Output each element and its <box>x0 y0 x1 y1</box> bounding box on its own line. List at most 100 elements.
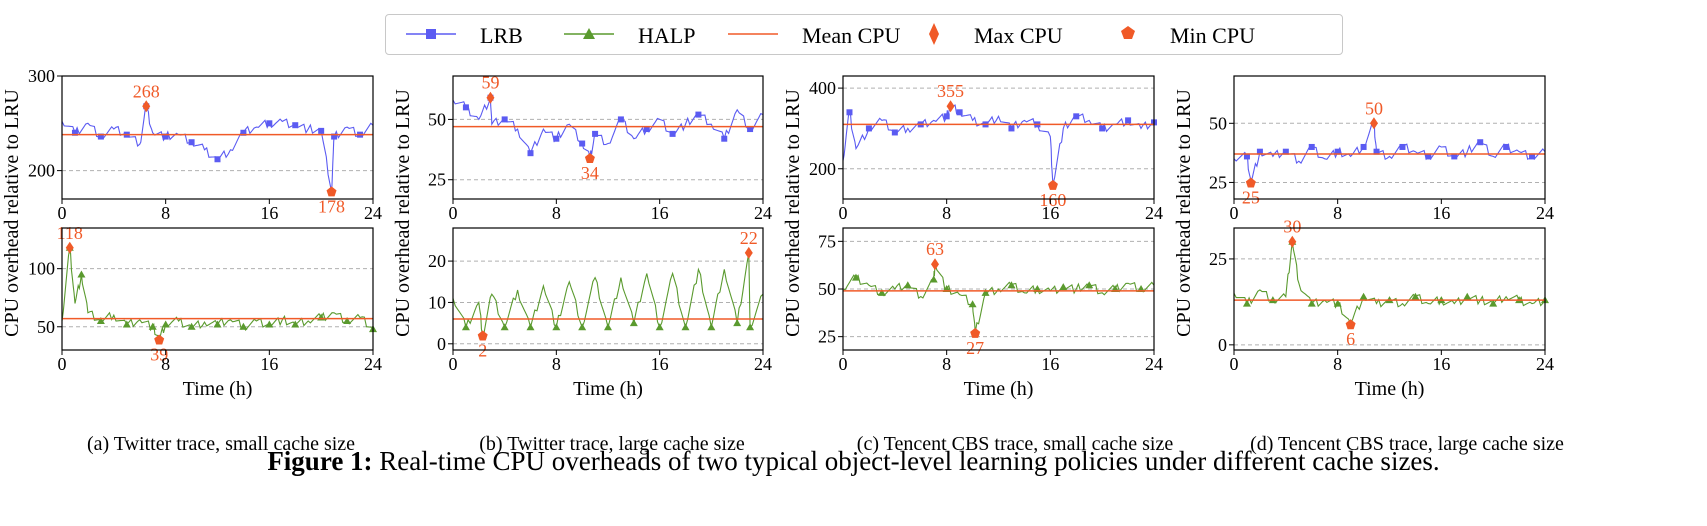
min-marker <box>477 330 488 341</box>
data-point <box>1503 143 1510 150</box>
max-legend-marker <box>929 23 939 45</box>
x-tick-label: 24 <box>754 203 772 223</box>
max-marker <box>65 241 74 254</box>
y-axis-label: CPU overhead relative to LRU <box>782 89 804 337</box>
max-label: 63 <box>926 239 944 259</box>
data-point <box>500 323 509 331</box>
data-point <box>161 320 170 328</box>
data-point <box>846 109 853 116</box>
data-point <box>77 270 86 278</box>
min-label: 160 <box>1039 190 1066 210</box>
x-tick-label: 0 <box>1230 354 1239 374</box>
min-label: 27 <box>966 338 984 358</box>
data-point <box>1007 281 1016 289</box>
data-point <box>617 116 624 123</box>
series-line-halp <box>452 252 764 338</box>
y-tick-label: 400 <box>809 78 836 98</box>
x-tick-label: 0 <box>58 203 67 223</box>
x-axis-label: Time (h) <box>573 378 643 400</box>
data-point <box>865 125 872 132</box>
y-tick-label: 100 <box>28 259 55 279</box>
x-tick-label: 8 <box>552 354 561 374</box>
series-line-halp <box>842 264 1155 333</box>
data-point <box>1008 125 1015 132</box>
x-axis-label: Time (h) <box>1355 378 1425 400</box>
data-point <box>526 323 535 331</box>
x-tick-label: 0 <box>1230 203 1239 223</box>
data-point <box>733 319 742 327</box>
x-tick-label: 16 <box>1041 354 1059 374</box>
data-point <box>265 320 274 328</box>
y-axis-label: CPU overhead relative to LRU <box>1173 89 1195 337</box>
data-point <box>578 323 587 331</box>
data-point <box>1085 281 1094 289</box>
max-label: 30 <box>1283 217 1301 237</box>
data-point <box>461 323 470 331</box>
axes-frame <box>61 75 374 200</box>
x-tick-label: 16 <box>651 354 669 374</box>
data-point <box>929 275 938 283</box>
x-tick-label: 24 <box>364 354 382 374</box>
x-tick-label: 16 <box>260 354 278 374</box>
figure-caption-text: Real-time CPU overheads of two typical o… <box>372 446 1440 476</box>
chart-panel-c-top: 355 160 0 8 16 24 200 400 <box>809 75 1163 223</box>
x-tick-label: 24 <box>1536 203 1554 223</box>
y-tick-label: 20 <box>428 251 446 271</box>
y-tick-label: 75 <box>818 231 836 251</box>
max-label: 355 <box>937 81 964 101</box>
data-point <box>655 323 664 331</box>
y-tick-label: 25 <box>428 170 446 190</box>
subcaption-b: (b) Twitter trace, large cache size <box>479 433 745 455</box>
figure-caption: Figure 1: Real-time CPU overheads of two… <box>0 446 1707 477</box>
series-line-lrb <box>1233 122 1546 183</box>
data-point <box>695 111 702 118</box>
max-label: 59 <box>481 73 499 93</box>
x-tick-label: 24 <box>754 354 772 374</box>
data-point <box>292 122 299 129</box>
data-point <box>1059 283 1068 291</box>
min-marker <box>1245 177 1256 188</box>
data-point <box>1242 299 1251 307</box>
chart-panel-c-bottom: 63 27 0 8 16 24 25 50 75 Time (h) <box>818 227 1163 400</box>
series-line-lrb <box>61 104 374 192</box>
x-tick-label: 8 <box>1333 354 1342 374</box>
data-point <box>71 129 78 136</box>
min-label: 178 <box>318 196 345 216</box>
max-marker <box>946 100 955 113</box>
y-tick-label: 200 <box>28 161 55 181</box>
data-point <box>943 113 950 120</box>
y-tick-label: 50 <box>818 279 836 299</box>
axes-frame <box>1233 75 1546 200</box>
lrb-legend-marker <box>406 29 456 39</box>
axes-frame <box>842 75 1155 200</box>
x-tick-label: 0 <box>449 203 458 223</box>
max-marker <box>1369 117 1378 130</box>
x-tick-label: 16 <box>1432 354 1450 374</box>
data-point <box>968 300 977 308</box>
min-marker <box>1047 179 1058 190</box>
data-point <box>721 135 728 142</box>
data-point <box>1334 148 1341 155</box>
x-tick-label: 16 <box>651 203 669 223</box>
data-point <box>1489 299 1498 307</box>
mean-legend-line <box>728 33 778 35</box>
x-tick-label: 16 <box>1041 203 1059 223</box>
chart-panel-d-bottom: 30 6 0 8 16 24 0 25 Time (h) <box>1209 217 1554 400</box>
data-point <box>1399 143 1406 150</box>
y-tick-label: 0 <box>1218 335 1227 355</box>
data-point <box>1243 153 1250 160</box>
max-label: 268 <box>133 81 160 101</box>
data-point <box>1125 117 1132 124</box>
series-line-lrb <box>842 104 1155 186</box>
data-point <box>1333 299 1342 307</box>
data-point <box>1099 125 1106 132</box>
data-point <box>1451 153 1458 160</box>
data-point <box>643 126 650 133</box>
data-point <box>331 133 338 140</box>
data-point <box>981 288 990 296</box>
data-point <box>527 150 534 157</box>
max-label: 22 <box>740 228 758 248</box>
